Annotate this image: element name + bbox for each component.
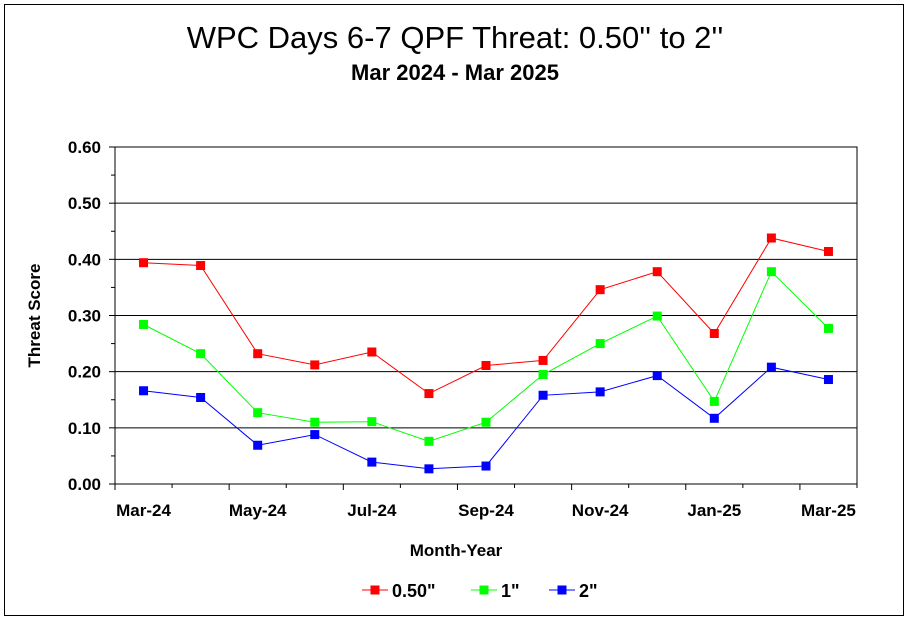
data-point (538, 369, 548, 379)
x-axis-title: Month-Year (410, 541, 503, 560)
data-point (595, 387, 605, 397)
x-tick-label: Mar-25 (801, 501, 856, 520)
legend-entry-2: 1" (471, 581, 520, 601)
x-tick-label: Jan-25 (687, 501, 741, 520)
data-point (595, 339, 605, 349)
series-1 (139, 233, 833, 399)
y-tick-label: 0.00 (68, 475, 101, 494)
y-tick-label: 0.20 (68, 363, 101, 382)
data-point (367, 347, 377, 357)
data-point (196, 349, 206, 359)
legend-entry-3: 2" (549, 581, 598, 601)
data-point (709, 413, 719, 423)
series-3 (139, 362, 833, 474)
x-tick-label: Jul-24 (347, 501, 397, 520)
data-point (253, 408, 263, 418)
data-point (139, 319, 149, 329)
legend-entry-1: 0.50" (362, 581, 436, 601)
data-point (424, 464, 434, 474)
data-point (538, 355, 548, 365)
data-point (310, 360, 320, 370)
data-point (253, 349, 263, 359)
legend-marker (479, 585, 489, 595)
y-tick-label: 0.30 (68, 307, 101, 326)
x-tick-label: Nov-24 (572, 501, 629, 520)
data-point (766, 267, 776, 277)
data-point (538, 390, 548, 400)
series-2 (139, 267, 833, 446)
data-point (652, 371, 662, 381)
series-layer (139, 233, 833, 474)
legend: 0.50" 1" 2" (362, 581, 598, 601)
data-point (196, 393, 206, 403)
data-point (196, 261, 206, 271)
data-point (823, 375, 833, 385)
y-axis-title: Threat Score (25, 264, 44, 368)
x-axis: Mar-24 May-24 Jul-24 Sep-24 Nov-24 Jan-25 Mar-… (114, 484, 858, 520)
y-tick-label: 0.60 (68, 138, 101, 157)
data-point (424, 436, 434, 446)
data-point (709, 328, 719, 338)
data-point (481, 417, 491, 427)
data-point (367, 457, 377, 467)
data-point (139, 386, 149, 396)
chart-title: WPC Days 6-7 QPF Threat: 0.50'' to 2'' (186, 20, 724, 55)
data-point (139, 258, 149, 268)
legend-marker (370, 585, 380, 595)
y-tick-label: 0.50 (68, 194, 101, 213)
x-tick-label: Sep-24 (458, 501, 514, 520)
y-axis: 0.00 0.10 0.20 0.30 0.40 0.50 0.60 (68, 138, 115, 494)
data-point (823, 246, 833, 256)
data-point (310, 430, 320, 440)
data-point (652, 311, 662, 321)
gridlines (115, 146, 857, 485)
data-point (481, 461, 491, 471)
data-point (424, 389, 434, 399)
data-point (823, 323, 833, 333)
data-point (766, 362, 776, 372)
data-point (652, 267, 662, 277)
x-tick-label: Mar-24 (116, 501, 171, 520)
series-line (143, 270, 829, 442)
data-point (310, 417, 320, 427)
data-point (367, 417, 377, 427)
legend-label: 1" (501, 581, 520, 601)
y-tick-label: 0.40 (68, 250, 101, 269)
y-tick-label: 0.10 (68, 419, 101, 438)
data-point (481, 360, 491, 370)
legend-label: 0.50" (392, 581, 436, 601)
x-tick-label: May-24 (229, 501, 287, 520)
data-point (595, 285, 605, 295)
data-point (253, 440, 263, 450)
legend-marker (557, 585, 567, 595)
legend-label: 2" (579, 581, 598, 601)
data-point (766, 233, 776, 243)
chart-subtitle: Mar 2024 - Mar 2025 (351, 60, 559, 85)
data-point (709, 396, 719, 406)
